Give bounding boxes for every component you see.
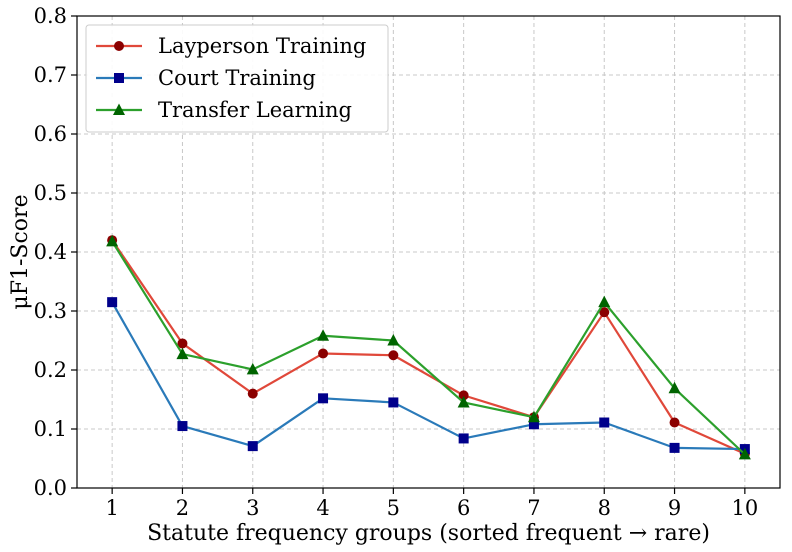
y-axis-title: μF1-Score [8, 194, 33, 309]
x-tick-label: 3 [246, 496, 259, 520]
legend-box [85, 24, 389, 133]
x-tick-label: 7 [527, 496, 540, 520]
x-tick-label: 4 [316, 496, 329, 520]
data-point [106, 234, 119, 247]
data-point [247, 441, 258, 452]
series-layer [106, 234, 751, 460]
data-point [318, 348, 329, 359]
data-point [388, 397, 399, 408]
y-tick-label: 0.5 [34, 181, 67, 205]
x-tick-label: 8 [598, 496, 611, 520]
legend-item: Court Training [96, 66, 316, 90]
y-tick-label: 0.8 [34, 4, 67, 28]
data-point [528, 419, 539, 430]
x-tick-label: 1 [105, 496, 118, 520]
y-tick-label: 0.1 [34, 417, 67, 441]
x-tick-label: 9 [668, 496, 681, 520]
legend-marker [114, 41, 124, 51]
data-point [599, 307, 610, 318]
data-point [457, 395, 470, 408]
axis-ticks: 1 2 3 4 5 6 7 8 9 10 0.0 0.1 0.2 0.3 0.4 0.5 0.6 0.7 0.8 [34, 4, 759, 520]
data-point [458, 390, 469, 401]
legend-items: Layperson Training Court Training Transfer… [96, 34, 366, 122]
legend-marker [113, 103, 125, 115]
data-point [107, 297, 118, 308]
legend-item: Transfer Learning [96, 98, 352, 122]
data-point [668, 381, 681, 394]
data-point [247, 388, 258, 399]
x-tick-label: 2 [176, 496, 189, 520]
x-tick-label: 10 [731, 496, 758, 520]
legend-marker [114, 73, 124, 83]
data-point [246, 362, 259, 375]
series-2 [106, 234, 751, 460]
series-line [111, 301, 745, 451]
data-point [388, 350, 399, 361]
data-point [669, 442, 680, 453]
legend: Layperson Training Court Training Transfer… [85, 24, 389, 133]
series-0 [107, 235, 750, 459]
data-point [598, 295, 611, 308]
data-point [738, 447, 751, 460]
data-point [176, 347, 189, 360]
y-tick-label: 0.6 [34, 122, 67, 146]
y-tick-label: 0.2 [34, 358, 67, 382]
data-point [458, 433, 469, 444]
data-point [317, 329, 330, 341]
legend-label: Transfer Learning [158, 98, 352, 122]
legend-item: Layperson Training [96, 34, 366, 58]
legend-label: Layperson Training [158, 34, 366, 58]
x-tick-label: 5 [387, 496, 400, 520]
series-line [111, 240, 746, 456]
y-tick-label: 0.3 [34, 299, 67, 323]
data-point [387, 334, 400, 346]
x-tick-label: 6 [457, 496, 470, 520]
y-tick-label: 0.0 [34, 476, 67, 500]
data-point [599, 417, 610, 428]
y-tick-label: 0.4 [34, 240, 67, 264]
data-point [177, 421, 188, 432]
x-axis-title: Statute frequency groups (sorted frequen… [147, 521, 710, 546]
data-point [177, 338, 188, 349]
data-point [669, 417, 680, 428]
series-line [111, 239, 746, 455]
legend-label: Court Training [158, 66, 316, 90]
data-point [527, 410, 540, 423]
data-point [318, 393, 329, 404]
y-tick-label: 0.7 [34, 63, 67, 87]
